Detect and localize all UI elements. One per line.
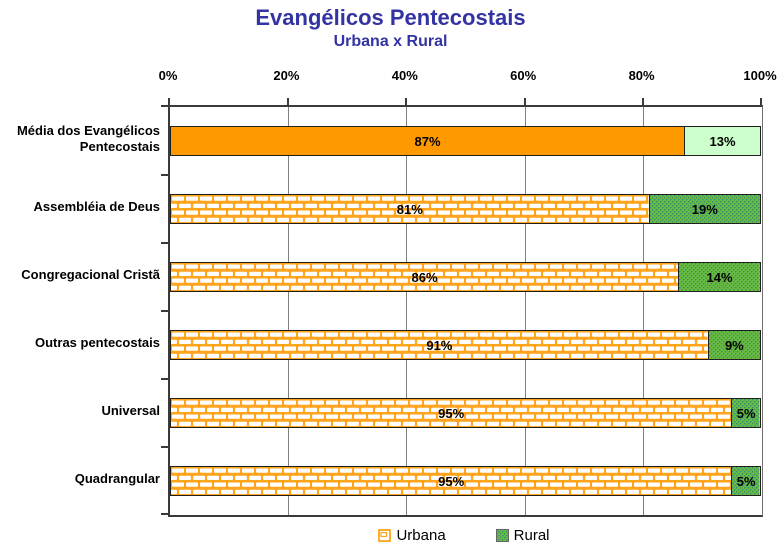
category-label: Assembléia de Deus [33, 198, 160, 214]
legend-item-rural: Rural [495, 526, 550, 544]
brick-pattern [171, 263, 679, 291]
urbana-swatch-icon [378, 528, 392, 542]
data-label: 19% [691, 201, 718, 217]
category-label: Universal [101, 402, 160, 418]
bar-segment-rural: 5% [731, 466, 761, 496]
data-label: 87% [414, 133, 441, 149]
dot-pattern [708, 331, 760, 359]
data-label: 86% [411, 269, 438, 285]
legend-label-rural: Rural [513, 526, 550, 544]
bar-row: 86% 14% [170, 262, 762, 292]
dot-pattern [732, 467, 760, 495]
gridline [525, 107, 526, 515]
brick-pattern [171, 467, 732, 495]
axis-tick [161, 446, 168, 448]
axis-tick [161, 105, 168, 107]
bar-segment-rural: 5% [731, 398, 761, 428]
axis-tick [161, 513, 168, 515]
dot-pattern [732, 399, 760, 427]
chart-title: Evangélicos Pentecostais [255, 5, 526, 30]
x-tick-label: 60% [510, 68, 537, 83]
bar-segment-rural: 9% [707, 330, 761, 360]
bar-row: 95% 5% [170, 466, 762, 496]
axis-tick [524, 98, 526, 105]
axis-tick [161, 378, 168, 380]
data-label: 91% [426, 337, 453, 353]
x-tick-label: 40% [391, 68, 418, 83]
data-label: 81% [396, 201, 423, 217]
data-label: 5% [736, 473, 756, 489]
rural-swatch-icon [495, 528, 509, 542]
dot-pattern [649, 195, 760, 223]
bar-row: 91% 9% [170, 330, 762, 360]
data-label: 95% [438, 473, 465, 489]
data-label: 95% [438, 405, 465, 421]
category-label: Média dos Evangélicos Pentecostais [16, 122, 160, 154]
axis-tick [405, 98, 407, 105]
gridline [406, 107, 407, 515]
bar-segment-rural: 19% [648, 194, 761, 224]
x-tick-label: 80% [628, 68, 655, 83]
x-tick-label: 20% [273, 68, 300, 83]
bar-segment-urbana: 95% [170, 398, 733, 428]
dot-pattern [679, 263, 760, 291]
data-label: 13% [709, 133, 736, 149]
bar-row: 81% 19% [170, 194, 762, 224]
brick-pattern [171, 399, 732, 427]
bar-segment-urbana: 87% [170, 126, 686, 156]
bar-segment-urbana: 86% [170, 262, 680, 292]
gridline [288, 107, 289, 515]
axis-tick [161, 310, 168, 312]
category-label: Quadrangular [74, 470, 160, 486]
legend: Urbana Rural [168, 524, 760, 546]
category-label: Outras pentecostais [35, 334, 160, 350]
brick-pattern [171, 195, 649, 223]
brick-pattern [171, 331, 708, 359]
bar-row: 87% 13% [170, 126, 762, 156]
gridline [643, 107, 644, 515]
data-label: 5% [736, 405, 756, 421]
data-label: 14% [706, 269, 733, 285]
bar-row: 95% 5% [170, 398, 762, 428]
chart-subtitle: Urbana x Rural [333, 33, 448, 50]
category-label: Congregacional Cristã [21, 266, 160, 282]
bar-segment-rural: 14% [678, 262, 761, 292]
axis-tick [287, 98, 289, 105]
bar-segment-rural: 13% [684, 126, 761, 156]
axis-tick [760, 98, 762, 105]
axis-tick [161, 174, 168, 176]
x-tick-label: 0% [158, 68, 178, 83]
legend-label-urbana: Urbana [396, 526, 446, 544]
x-tick-label: 100% [743, 68, 777, 83]
bar-segment-urbana: 95% [170, 466, 733, 496]
axis-tick [168, 98, 170, 105]
bar-segment-urbana: 91% [170, 330, 709, 360]
axis-tick [642, 98, 644, 105]
legend-item-urbana: Urbana [378, 526, 446, 544]
bar-segment-urbana: 81% [170, 194, 650, 224]
data-label: 9% [724, 337, 744, 353]
axis-tick [161, 242, 168, 244]
plot-area: 87% 13% 81% 19% 86% 14% 91% 9% 95% 5% 95% 5% [161, 98, 763, 517]
